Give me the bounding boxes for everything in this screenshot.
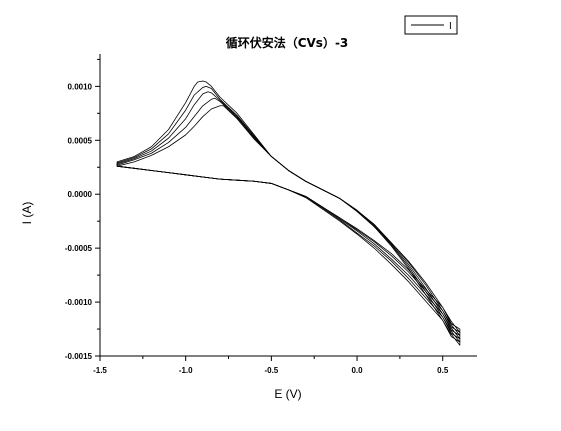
x-tick-label: -1.0 <box>179 366 193 375</box>
x-tick-label: -1.5 <box>93 366 107 375</box>
y-tick-label: 0.0000 <box>68 190 93 199</box>
series-group <box>116 80 461 346</box>
legend: I <box>404 15 458 35</box>
x-tick-label: 0.0 <box>351 366 363 375</box>
axes: -1.5 -1.0 -0.5 0.0 0.5 -0.0015 -0.0010 -0.0005 0… <box>65 54 477 375</box>
y-tick-label: -0.0005 <box>65 244 93 253</box>
y-tick-label: -0.0010 <box>65 298 93 307</box>
x-tick-label: -0.5 <box>264 366 278 375</box>
x-axis-title: E (V) <box>274 387 301 401</box>
legend-label: I <box>449 21 452 32</box>
series-line-5 <box>116 105 461 346</box>
x-tick-label: 0.5 <box>437 366 449 375</box>
chart-title: 循环伏安法（CVs）-3 <box>226 35 349 50</box>
y-tick-label: 0.0005 <box>68 136 93 145</box>
y-tick-label: -0.0015 <box>65 352 93 361</box>
y-tick-label: 0.0010 <box>68 82 93 91</box>
y-axis-title: I (A) <box>20 202 34 225</box>
